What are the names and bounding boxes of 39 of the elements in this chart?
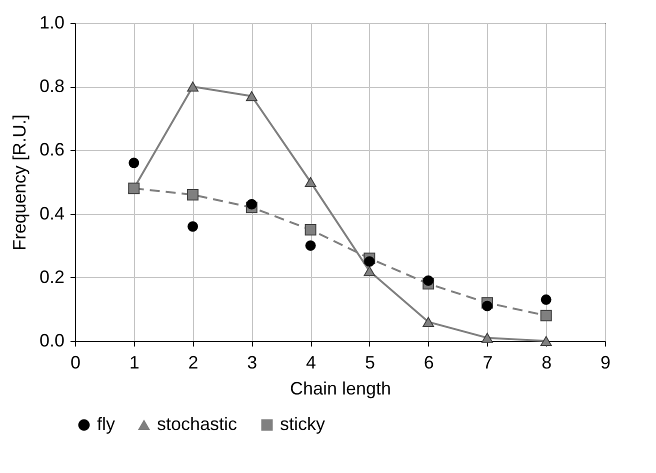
y-tick-label: 0.8 bbox=[39, 76, 64, 96]
point bbox=[364, 256, 375, 267]
point bbox=[481, 332, 493, 343]
point bbox=[540, 294, 552, 305]
legend-label: stochastic bbox=[157, 414, 238, 434]
point bbox=[304, 224, 316, 236]
y-tick-label: 0.6 bbox=[39, 140, 64, 160]
point bbox=[423, 275, 434, 286]
x-tick-label: 2 bbox=[188, 352, 198, 372]
x-tick-label: 5 bbox=[364, 352, 375, 372]
legend-label: fly bbox=[97, 414, 115, 434]
x-tick-label: 0 bbox=[70, 352, 81, 372]
y-axis-title: Frequency [R.U.] bbox=[9, 114, 30, 251]
x-tick-label: 4 bbox=[306, 352, 316, 372]
point bbox=[187, 82, 199, 92]
x-tick-label: 1 bbox=[129, 352, 140, 372]
legend-label: sticky bbox=[280, 414, 325, 434]
point bbox=[246, 91, 258, 102]
point bbox=[305, 240, 316, 251]
point bbox=[128, 158, 140, 168]
point bbox=[540, 336, 552, 346]
point bbox=[246, 199, 257, 210]
point bbox=[482, 300, 492, 312]
point bbox=[364, 266, 376, 276]
y-tick-label: 0.4 bbox=[39, 203, 64, 224]
y-tick-label: 0.0 bbox=[39, 330, 64, 350]
x-axis-title: Chain length bbox=[290, 378, 392, 398]
x-tick-label: 7 bbox=[482, 352, 493, 372]
point bbox=[540, 310, 552, 322]
y-tick-label: 1.0 bbox=[39, 12, 64, 32]
x-tick-label: 8 bbox=[542, 352, 552, 372]
point bbox=[304, 176, 316, 188]
point bbox=[188, 221, 198, 232]
x-tick-label: 9 bbox=[600, 352, 611, 372]
y-tick-label: 0.2 bbox=[39, 266, 64, 287]
point bbox=[187, 188, 199, 200]
point bbox=[422, 316, 434, 327]
x-tick-label: 3 bbox=[247, 352, 258, 372]
x-tick-label: 6 bbox=[424, 352, 434, 372]
